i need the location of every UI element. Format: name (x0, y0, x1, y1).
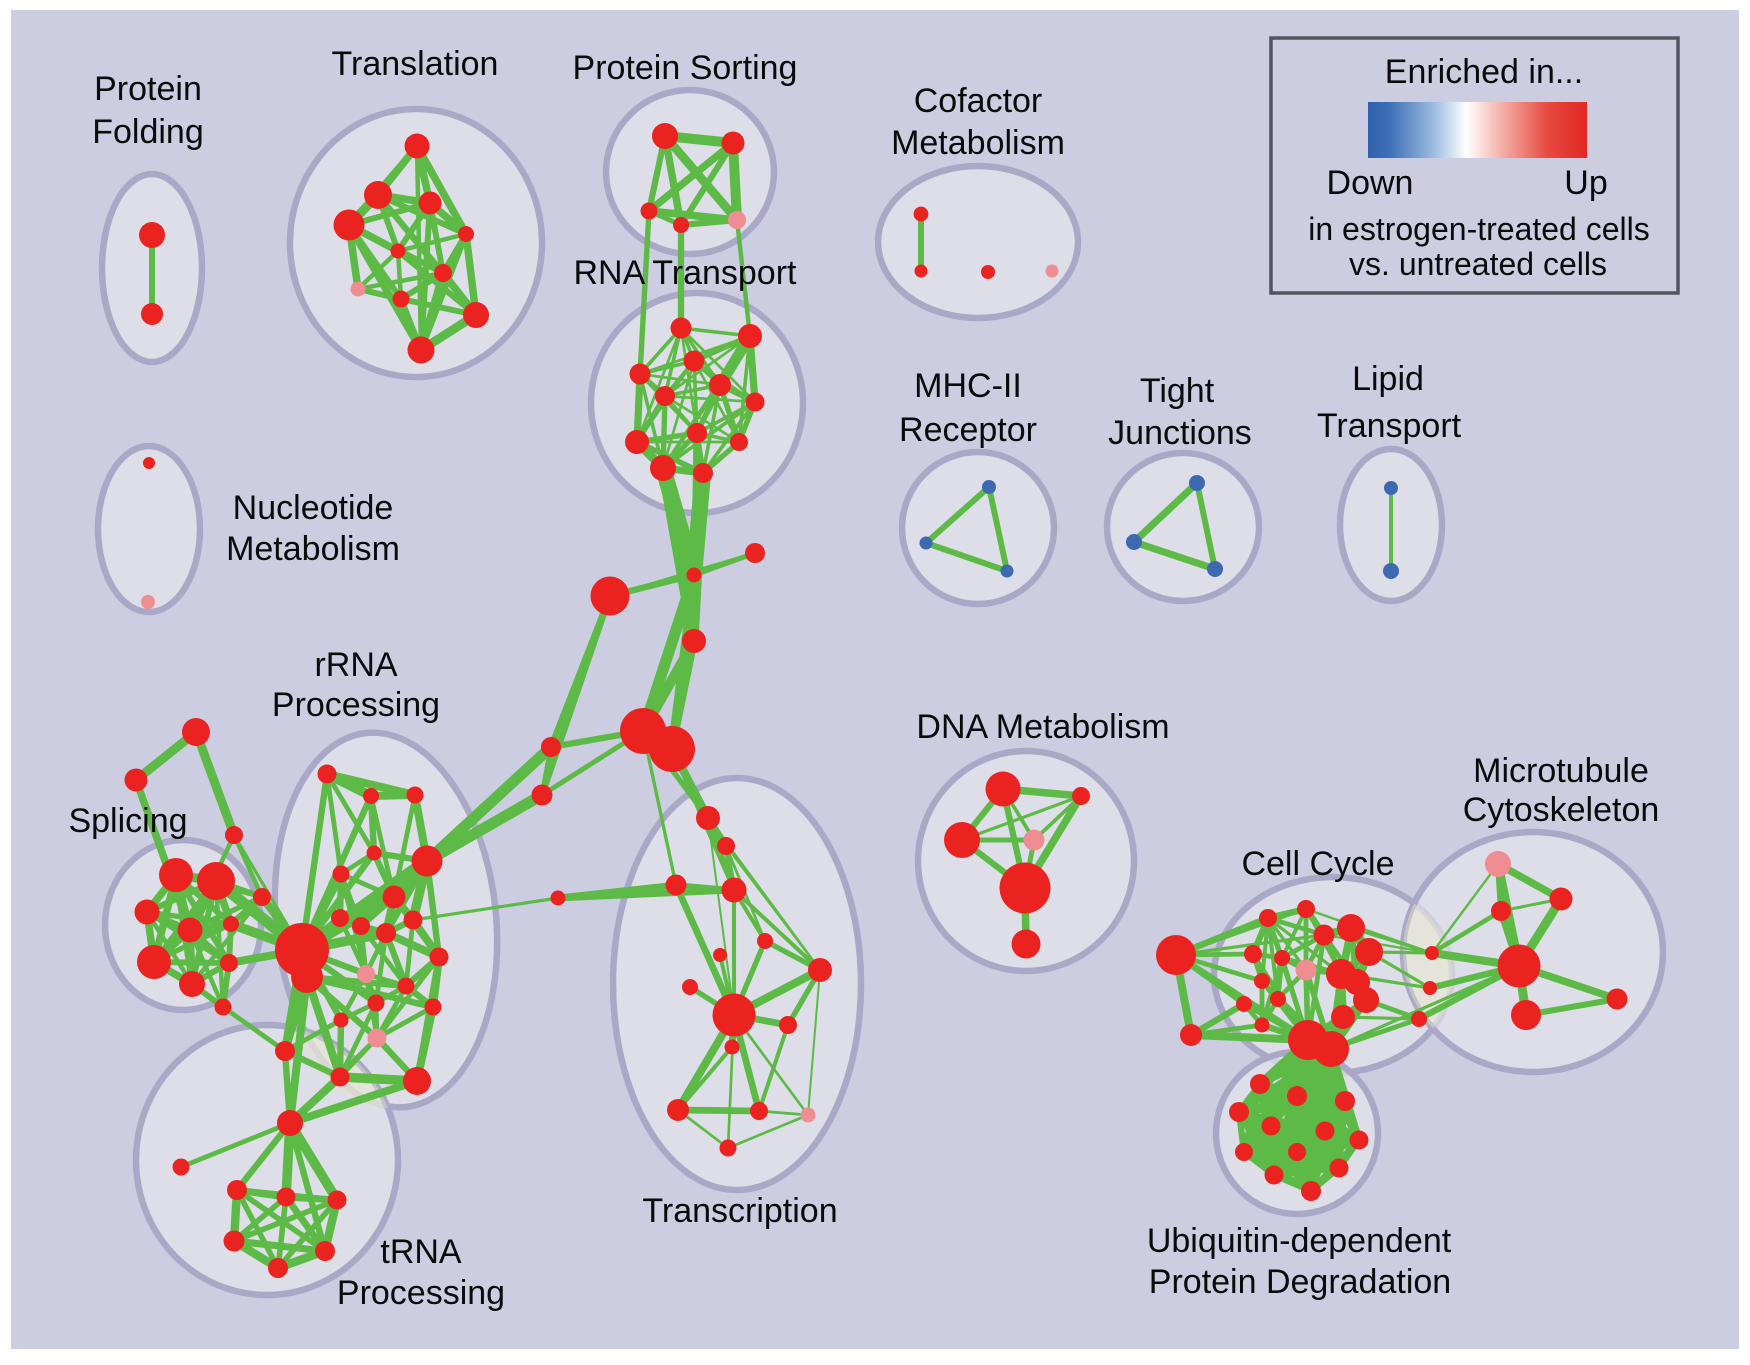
svg-text:Tight: Tight (1140, 372, 1215, 410)
svg-text:Microtubule: Microtubule (1473, 752, 1649, 790)
svg-text:Lipid: Lipid (1352, 360, 1424, 398)
svg-text:Ubiquitin-dependent: Ubiquitin-dependent (1147, 1222, 1452, 1260)
svg-text:Down: Down (1327, 164, 1414, 202)
svg-text:Cell Cycle: Cell Cycle (1241, 845, 1394, 883)
svg-text:Protein Sorting: Protein Sorting (573, 49, 798, 87)
svg-text:rRNA: rRNA (314, 646, 397, 684)
svg-text:Translation: Translation (332, 45, 499, 83)
svg-text:Protein Degradation: Protein Degradation (1149, 1263, 1451, 1301)
svg-text:Receptor: Receptor (899, 411, 1037, 449)
svg-text:Cytoskeleton: Cytoskeleton (1463, 791, 1660, 829)
svg-text:Cofactor: Cofactor (914, 82, 1043, 120)
svg-text:Splicing: Splicing (68, 802, 187, 840)
svg-text:RNA Transport: RNA Transport (574, 254, 798, 292)
svg-text:Metabolism: Metabolism (226, 530, 400, 568)
svg-text:Processing: Processing (337, 1274, 505, 1312)
svg-text:Nucleotide: Nucleotide (233, 489, 394, 527)
svg-text:DNA Metabolism: DNA Metabolism (916, 708, 1169, 746)
svg-text:Protein: Protein (94, 70, 202, 108)
svg-text:vs. untreated cells: vs. untreated cells (1349, 246, 1607, 282)
svg-text:Processing: Processing (272, 686, 440, 724)
svg-text:tRNA: tRNA (380, 1233, 462, 1271)
svg-text:Metabolism: Metabolism (891, 124, 1065, 162)
svg-text:in estrogen-treated cells: in estrogen-treated cells (1308, 211, 1650, 247)
svg-text:Enriched in...: Enriched in... (1385, 53, 1583, 91)
svg-text:Transport: Transport (1317, 407, 1462, 445)
svg-text:Transcription: Transcription (642, 1192, 837, 1230)
svg-text:Folding: Folding (92, 113, 204, 151)
svg-text:MHC-II: MHC-II (914, 367, 1022, 405)
svg-text:Up: Up (1564, 164, 1607, 202)
svg-text:Junctions: Junctions (1108, 414, 1252, 452)
